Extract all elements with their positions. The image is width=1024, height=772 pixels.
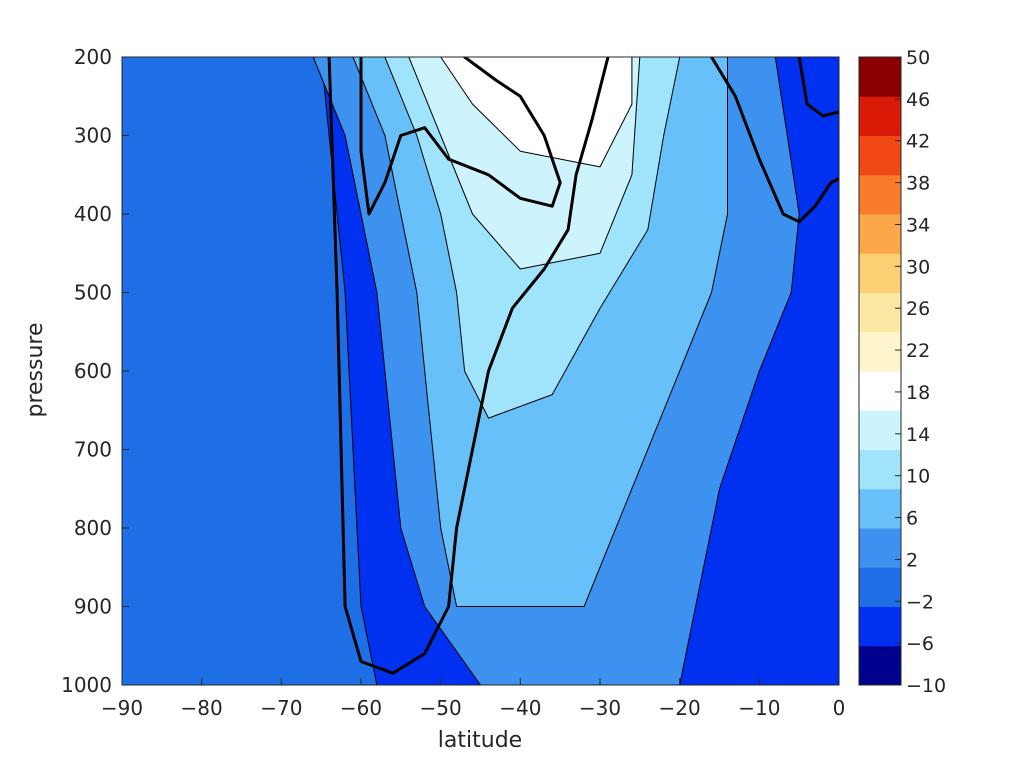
colorbar-tick-label: 38 (906, 173, 930, 195)
x-tick-label: −20 (659, 696, 701, 720)
colorbar-segment (859, 214, 901, 254)
colorbar-tick-label: 50 (906, 47, 930, 69)
x-tick-label: −80 (181, 696, 223, 720)
colorbar: 50 46 42 38 34 30 26 22 18 14 10 6 2 −2 −6 −10 (858, 47, 946, 697)
colorbar-segment (859, 57, 901, 97)
y-tick-label: 400 (74, 202, 112, 226)
y-tick-label: 300 (74, 124, 112, 148)
colorbar-segment (859, 174, 901, 215)
colorbar-segment (859, 606, 901, 647)
y-axis: 200 300 400 500 600 700 800 900 1000 (61, 45, 129, 697)
colorbar-tick-label: 14 (906, 424, 930, 446)
colorbar-tick-label: 22 (906, 340, 930, 362)
colorbar-tick-label: −2 (906, 591, 934, 613)
colorbar-tick-label: −10 (906, 675, 946, 697)
colorbar-frame (858, 56, 902, 686)
colorbar-segment (859, 292, 901, 333)
annotation-line-2 (710, 57, 839, 224)
x-tick-label: −50 (420, 696, 462, 720)
annotation-line-3 (797, 57, 839, 118)
colorbar-segment (859, 449, 901, 490)
y-tick-label: 600 (74, 359, 112, 383)
colorbar-tick-label: 34 (906, 214, 930, 236)
colorbar-segment (859, 488, 901, 529)
annotation-line-0 (327, 57, 610, 675)
plot-area (121, 56, 840, 686)
colorbar-segment (859, 331, 901, 372)
x-tick-label: −90 (101, 696, 143, 720)
colorbar-tick-label: 42 (906, 131, 930, 153)
x-tick-label: −60 (340, 696, 382, 720)
x-axis-label: latitude (438, 728, 522, 753)
colorbar-tick-label: 2 (906, 549, 918, 571)
colorbar-tick-label: 26 (906, 298, 930, 320)
y-tick-label: 700 (74, 438, 112, 462)
colorbar-segment (859, 528, 901, 568)
annotation-line-1 (359, 57, 562, 216)
x-tick-label: −70 (260, 696, 302, 720)
colorbar-tick-label: −6 (906, 633, 934, 655)
colorbar-tick-label: 18 (906, 382, 930, 404)
x-tick-label: −10 (738, 696, 780, 720)
colorbar-segment (859, 371, 901, 411)
colorbar-segment (859, 410, 901, 450)
y-tick-label: 500 (74, 281, 112, 305)
y-tick-label: 800 (74, 516, 112, 540)
colorbar-tick-label: 6 (906, 508, 918, 530)
x-tick-label: 0 (833, 696, 846, 720)
x-tick-label: −40 (499, 696, 541, 720)
colorbar-tick-label: 46 (906, 89, 930, 111)
y-axis-label: pressure (23, 322, 48, 417)
colorbar-tick-label: 10 (906, 466, 930, 488)
y-tick-label: 900 (74, 595, 112, 619)
colorbar-segment (859, 645, 901, 686)
y-tick-label: 200 (74, 45, 112, 69)
colorbar-segment (859, 135, 901, 176)
colorbar-segment (859, 96, 901, 136)
y-tick-label: 1000 (61, 673, 112, 697)
x-tick-label: −30 (579, 696, 621, 720)
x-axis: −90 −80 −70 −60 −50 −40 −30 −20 −10 0 (101, 678, 845, 720)
contour-region-5 (440, 57, 633, 168)
colorbar-segment (859, 567, 901, 607)
colorbar-segment (859, 253, 901, 293)
colorbar-tick-label: 30 (906, 256, 930, 278)
